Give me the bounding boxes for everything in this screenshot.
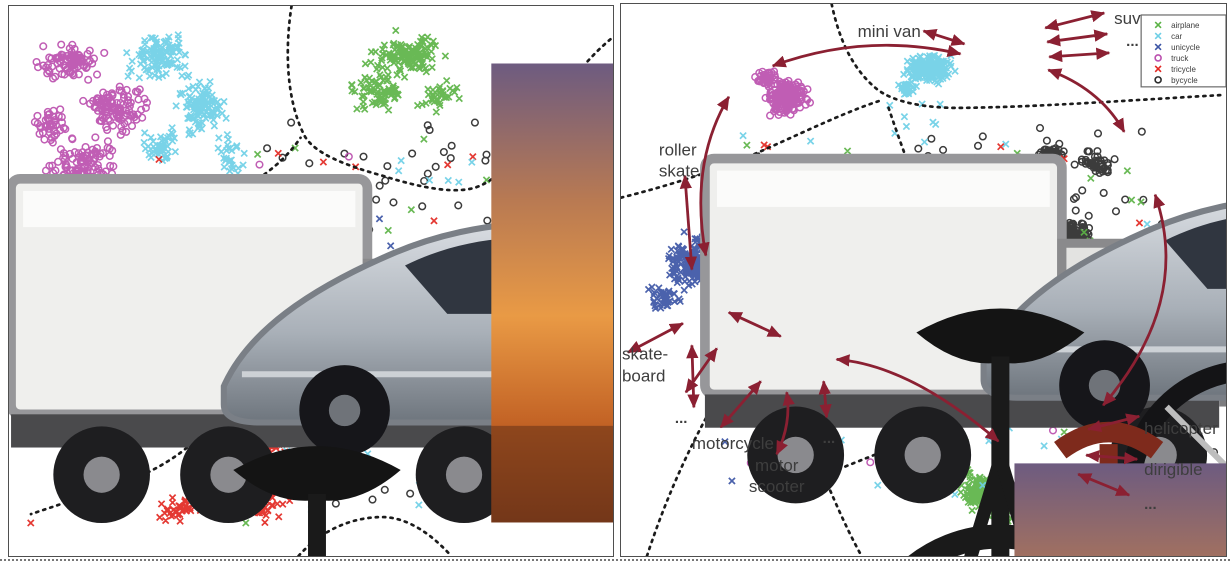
boundary-line-2 xyxy=(9,136,302,251)
arrow-truck-image-to-car-image xyxy=(771,43,962,68)
arrow-car-image-to-suv-label xyxy=(1044,10,1106,31)
arrow-car-image-to-bicycle-image xyxy=(1047,68,1126,133)
legend-label-car: car xyxy=(1171,32,1182,41)
annotation-mini-van: mini van xyxy=(858,22,921,41)
boundary-line-3 xyxy=(29,283,234,516)
scatter-car xyxy=(886,51,959,137)
legend-label-airplane: airplane xyxy=(1171,21,1200,30)
annotation-labels: mini van suv... roller skate skate-board... m… xyxy=(622,9,1218,513)
scatter-plot-left xyxy=(9,6,613,556)
legend-symbol-airplane xyxy=(1154,21,1162,29)
annotation-skate-board-more: ... xyxy=(675,410,687,427)
boundary-line-2 xyxy=(621,99,881,199)
arrow-airplane-image-to-dirigible-label xyxy=(1085,450,1139,465)
annotation-skate-board-line2: board xyxy=(622,366,665,385)
legend: airplane car unicycle truck tricycle bycycle xyxy=(1140,14,1226,88)
arrow-car-image-to-suv-area-2 xyxy=(1048,47,1111,63)
legend-symbol-tricycle xyxy=(1154,65,1162,73)
scatter-points-layer xyxy=(15,26,599,527)
airplane-image-art xyxy=(1014,463,1089,476)
arrow-unicycle-image-to-motorcycle-area xyxy=(684,347,718,394)
arrow-airplane-image-to-more-label xyxy=(1077,472,1131,497)
scatter-tricycle xyxy=(804,252,877,306)
scatter-mixed-tricycle-edge xyxy=(15,305,90,527)
arrow-motor-scooter-label-to-tricycle-image xyxy=(775,391,795,456)
cluster-exemplar-images xyxy=(1014,463,1089,476)
airplane-image-art xyxy=(491,63,562,70)
annotation-roller-skate-line1: roller xyxy=(659,141,697,160)
arrow-bicycle-image-to-airplane-image xyxy=(1102,193,1168,407)
legend-symbol-unicycle xyxy=(1154,43,1162,51)
scatter-points-layer xyxy=(644,51,1224,527)
scatter-tricycle xyxy=(156,429,294,527)
scatter-airplane xyxy=(951,460,1016,527)
annotation-skate-board-line1: skate- xyxy=(622,344,668,363)
arrow-car-image-to-suv-area xyxy=(1046,29,1109,47)
annotation-motorcycle: motorcycle xyxy=(692,434,774,453)
arrow-skateboard-label-to-unicycle-image xyxy=(626,322,684,354)
scatter-mixed-truck xyxy=(237,152,417,436)
legend-label-unicycle: unicycle xyxy=(1171,43,1200,52)
legend-label-tricycle: tricycle xyxy=(1171,65,1196,74)
embedding-panel-left xyxy=(8,5,614,557)
scatter-truck xyxy=(751,67,815,120)
arrow-unicycle-image-to-tricycle-image xyxy=(727,311,782,338)
annotation-helicopter: helicopter xyxy=(1144,419,1218,438)
annotation-dirigible: dirigible xyxy=(1144,460,1202,479)
arrow-mini-van-label-to-car-image xyxy=(922,28,966,46)
arrow-tricycle-image-to-airplane-image xyxy=(835,354,1000,443)
legend-label-truck: truck xyxy=(1171,54,1188,63)
boundary-line-4 xyxy=(297,515,453,556)
legend-symbol-bycycle xyxy=(1154,76,1162,84)
scatter-airplane xyxy=(348,26,463,116)
arrow-unicycle-cluster-to-truck-image xyxy=(697,95,731,257)
annotation-motor-scooter-line2: scooter xyxy=(749,477,805,496)
boundary-line-1 xyxy=(830,4,1226,110)
annotation-scooter-more: ... xyxy=(823,430,835,447)
embedding-panel-right: mini van suv... roller skate skate-board... m… xyxy=(620,3,1227,557)
legend-label-bycycle: bycycle xyxy=(1171,76,1198,85)
scatter-bycycle xyxy=(906,124,1154,351)
annotation-suv: suv xyxy=(1114,9,1141,28)
arrow-skateboard-label-to-more-dots-below xyxy=(686,344,700,409)
arrow-tricycle-image-to-motorcycle-label xyxy=(719,380,762,429)
airplane-image xyxy=(491,63,562,70)
legend-symbol-truck xyxy=(1154,54,1162,62)
arrow-tricycle-image-to-more-dots xyxy=(818,380,832,419)
figure-bottom-rule xyxy=(0,559,1230,561)
scatter-plot-right: mini van suv... roller skate skate-board... m… xyxy=(621,4,1226,556)
relation-arrows xyxy=(626,10,1168,497)
arrow-roller-skate-label-to-unicycle-cluster xyxy=(679,174,698,271)
legend-symbol-car xyxy=(1154,32,1162,40)
cluster-exemplar-images xyxy=(491,63,562,70)
airplane-image xyxy=(1014,463,1089,476)
annotation-motor-scooter-line1: motor xyxy=(755,456,799,475)
annotation-suv-more: ... xyxy=(1126,33,1138,50)
scatter-car xyxy=(123,31,248,184)
arrow-airplane-image-to-helicopter-label xyxy=(1087,413,1141,433)
boundary-line-3 xyxy=(757,152,863,556)
annotation-dirigible-more: ... xyxy=(1144,496,1156,513)
annotation-roller-skate-line2: skate xyxy=(659,162,700,181)
scatter-truck xyxy=(30,40,181,221)
scatter-mixed-unicycle xyxy=(251,215,460,408)
